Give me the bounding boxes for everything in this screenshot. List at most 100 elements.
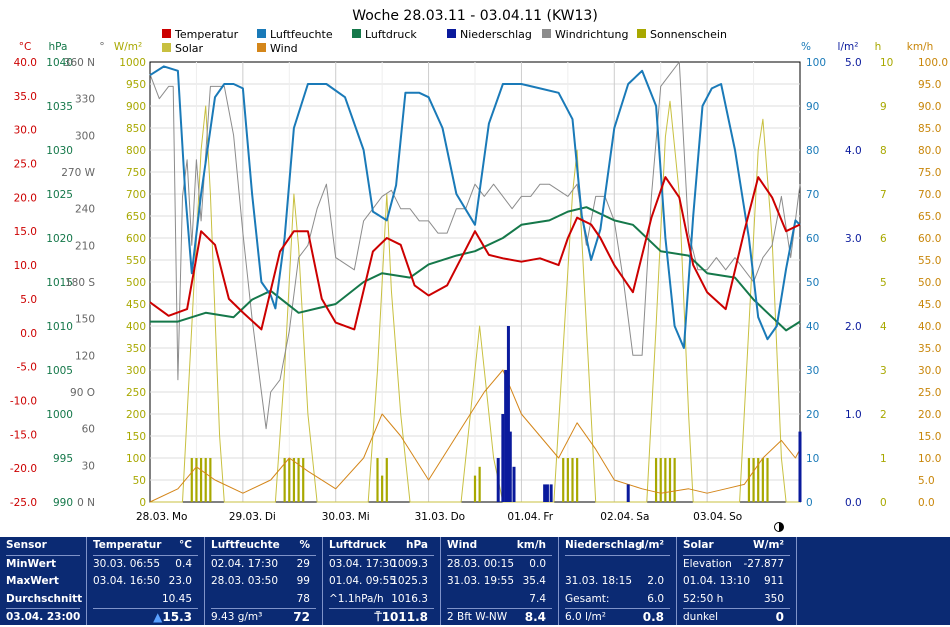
x-date-label: 28.03. — [136, 511, 169, 523]
summary-panel: Sensor MinWert MaxWert Durchschnitt 03.0… — [0, 537, 950, 625]
sonnenschein-bar — [376, 458, 379, 502]
wind-min: 0.0 — [529, 557, 546, 570]
pressure-head: Luftdruck — [329, 539, 387, 551]
solar-current: 0 — [775, 610, 784, 624]
solar-head: Solar — [683, 539, 714, 551]
pressure-current: 1011.8 — [381, 610, 428, 624]
solar-tick-label: 950 — [126, 79, 146, 91]
temperature-unit-label: °C — [19, 41, 32, 53]
legend-swatch — [162, 43, 171, 52]
temperature-tick-label: 30.0 — [14, 125, 37, 137]
solar-tick-label: 250 — [126, 387, 146, 399]
sonnenschein-bar — [473, 475, 477, 502]
wind-tick-label: 0.0 — [918, 497, 935, 509]
solar-unit: W/m² — [753, 539, 784, 551]
legend-label: Luftdruck — [365, 28, 417, 41]
wind-line — [149, 369, 801, 503]
legend: Temperatur Luftfeuchte Luftdruck Niederschl… — [162, 28, 727, 55]
rain-tick-label: 3.0 — [845, 233, 862, 245]
temperature-unit: °C — [179, 539, 192, 551]
humidity-head: Luftfeuchte — [211, 539, 280, 551]
avg-label: Durchschnitt — [6, 591, 82, 609]
sonnenschein-bar — [478, 466, 481, 502]
niederschlag-bar — [545, 484, 549, 502]
temperature-tick-label: -10.0 — [10, 395, 37, 407]
barometer-icon: ⍑ — [374, 610, 382, 624]
legend-label: Solar — [175, 42, 204, 55]
rain-max-time: 31.03. 18:15 — [565, 575, 632, 587]
temperature-tick-label: 10.0 — [14, 260, 37, 272]
direction-tick-label: 150 — [75, 314, 95, 326]
chart-title: Woche 28.03.11 - 03.04.11 (KW13) — [352, 8, 598, 24]
sonnenschein-bar — [761, 458, 764, 502]
sunshine-tick-label: 1 — [880, 453, 887, 465]
x-date-label: 31.03. — [415, 511, 448, 523]
temperature-head: Temperatur — [93, 539, 162, 551]
sunshine-tick-label: 0 — [880, 497, 887, 509]
niederschlag-bar — [501, 414, 505, 502]
direction-tick-label: 300 — [75, 130, 95, 142]
niederschlag-bar — [504, 370, 508, 502]
wind-tick-label: 30.0 — [918, 365, 941, 377]
wind-head: Wind — [447, 539, 478, 551]
pressure-tick-label: 1020 — [46, 233, 73, 245]
pressure-max-time: 01.04. 09:55 — [329, 575, 396, 587]
humidity-tick-label: 20 — [806, 409, 819, 421]
humidity-max-time: 28.03. 03:50 — [211, 575, 278, 587]
temperature-tick-label: -5.0 — [17, 362, 38, 374]
sunshine-tick-label: 5 — [880, 277, 887, 289]
humidity-max: 99 — [296, 575, 310, 587]
legend-swatch — [352, 29, 361, 38]
sonnenschein-bar — [747, 458, 751, 502]
wind-tick-label: 55.0 — [918, 255, 941, 267]
wind-tick-label: 15.0 — [918, 431, 941, 443]
niederschlag-bar — [626, 484, 630, 502]
legend-label: Sonnenschein — [650, 28, 727, 41]
pressure-tick-label: 990 — [53, 497, 73, 509]
solar-tick-label: 350 — [126, 343, 146, 355]
wind-current: 8.4 — [524, 610, 546, 624]
direction-tick-label: 120 — [75, 350, 95, 362]
windrichtung-line — [149, 61, 801, 430]
legend-label: Luftfeuchte — [270, 28, 333, 41]
x-day-label: Fr — [543, 511, 553, 523]
sensor-head: Sensor — [6, 537, 80, 556]
temperature-tick-label: 25.0 — [14, 159, 37, 171]
sunshine-tick-label: 2 — [880, 409, 887, 421]
direction-tick-label: 270 W — [61, 167, 95, 179]
sonnenschein-bar — [190, 458, 193, 502]
wind-tick-label: 75.0 — [918, 167, 941, 179]
trend-up-icon: ▲ — [153, 610, 163, 624]
wind-unit: km/h — [516, 539, 546, 551]
direction-tick-label: 210 — [75, 240, 95, 252]
humidity-tick-label: 10 — [806, 453, 819, 465]
wind-tick-label: 50.0 — [918, 277, 941, 289]
sonnenschein-bar — [562, 458, 565, 502]
sonnenschein-bar — [673, 458, 676, 502]
sonnenschein-bar — [659, 458, 662, 502]
x-date-label: 01.04. — [507, 511, 540, 523]
solar-tick-label: 100 — [126, 453, 146, 465]
solar-line — [150, 100, 800, 503]
wind-tick-label: 100.0 — [918, 57, 948, 69]
rain-total: 6.0 — [647, 592, 664, 605]
humidity-current: 72 — [293, 610, 310, 624]
sunshine-tick-label: 9 — [880, 101, 887, 113]
solar-avg: 350 — [763, 592, 784, 605]
legend-swatch — [162, 29, 171, 38]
wind-tick-label: 5.0 — [918, 475, 935, 487]
last-update: 03.04. 23:00 — [6, 611, 81, 623]
legend-label: Niederschlag — [460, 28, 532, 41]
elevation-value: -27.877 — [743, 557, 784, 570]
direction-tick-label: 330 — [75, 94, 95, 106]
pressure-tick-label: 1035 — [46, 101, 73, 113]
pressure-tick-label: 1005 — [46, 365, 73, 377]
pressure-tick-label: 1015 — [46, 277, 73, 289]
humidity-tick-label: 100 — [806, 57, 826, 69]
sunshine-tick-label: 4 — [880, 321, 887, 333]
solar-tick-label: 400 — [126, 321, 146, 333]
solar-tick-label: 850 — [126, 123, 146, 135]
legend-swatch — [447, 29, 456, 38]
temperature-column: Temperatur °C 30.03. 06:55 0.4 03.04. 16:5… — [87, 537, 205, 625]
x-day-label: Do — [451, 511, 466, 523]
